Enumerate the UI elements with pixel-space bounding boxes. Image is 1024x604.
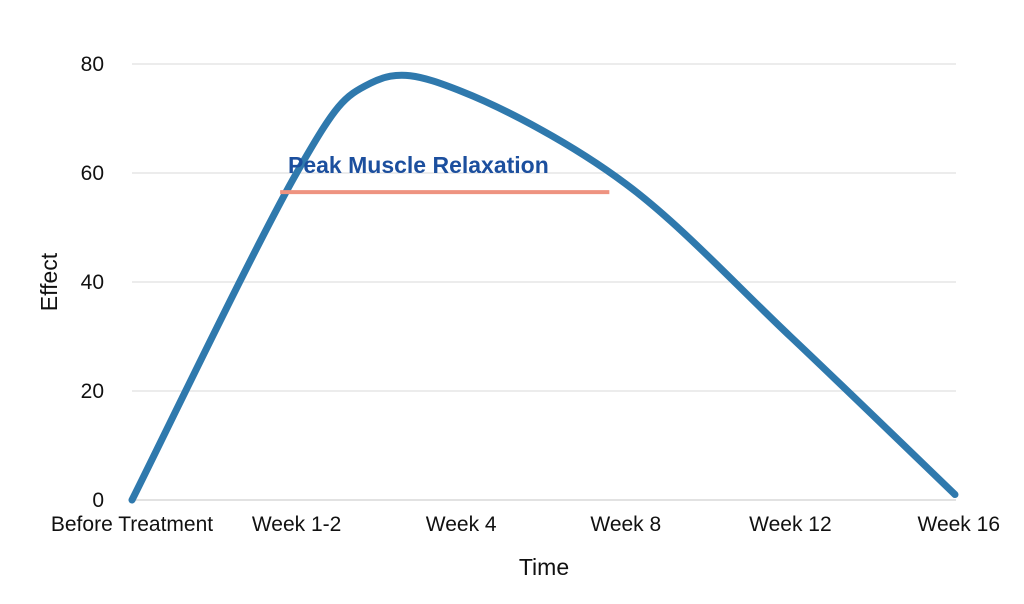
data-points <box>129 88 959 504</box>
x-tick-labels: Before Treatment Week 1-2 Week 4 Week 8 Week… <box>51 513 1000 536</box>
x-tick-label: Week 4 <box>426 513 497 536</box>
x-tick-label: Week 8 <box>590 513 661 536</box>
x-tick-label: Week 1-2 <box>252 513 342 536</box>
data-point-3 <box>622 180 629 187</box>
gridlines <box>132 63 956 501</box>
y-tick-label: 60 <box>81 162 104 185</box>
x-tick-label: Before Treatment <box>51 513 213 536</box>
y-tick-label: 80 <box>81 53 104 76</box>
data-point-5 <box>952 491 959 498</box>
x-tick-label: Week 16 <box>918 513 1001 536</box>
x-tick-label: Week 12 <box>749 513 832 536</box>
y-tick-labels: 0 20 40 60 80 <box>81 53 104 512</box>
data-point-2 <box>458 88 465 95</box>
data-point-0 <box>129 497 136 504</box>
x-axis-title: Time <box>519 554 569 580</box>
y-axis-title: Effect <box>36 252 62 311</box>
data-point-4 <box>787 333 794 340</box>
peak-relaxation-label: Peak Muscle Relaxation <box>288 152 549 178</box>
y-tick-label: 0 <box>92 489 104 512</box>
y-tick-label: 40 <box>81 271 104 294</box>
effect-series-line <box>128 71 959 504</box>
y-tick-label: 20 <box>81 380 104 403</box>
